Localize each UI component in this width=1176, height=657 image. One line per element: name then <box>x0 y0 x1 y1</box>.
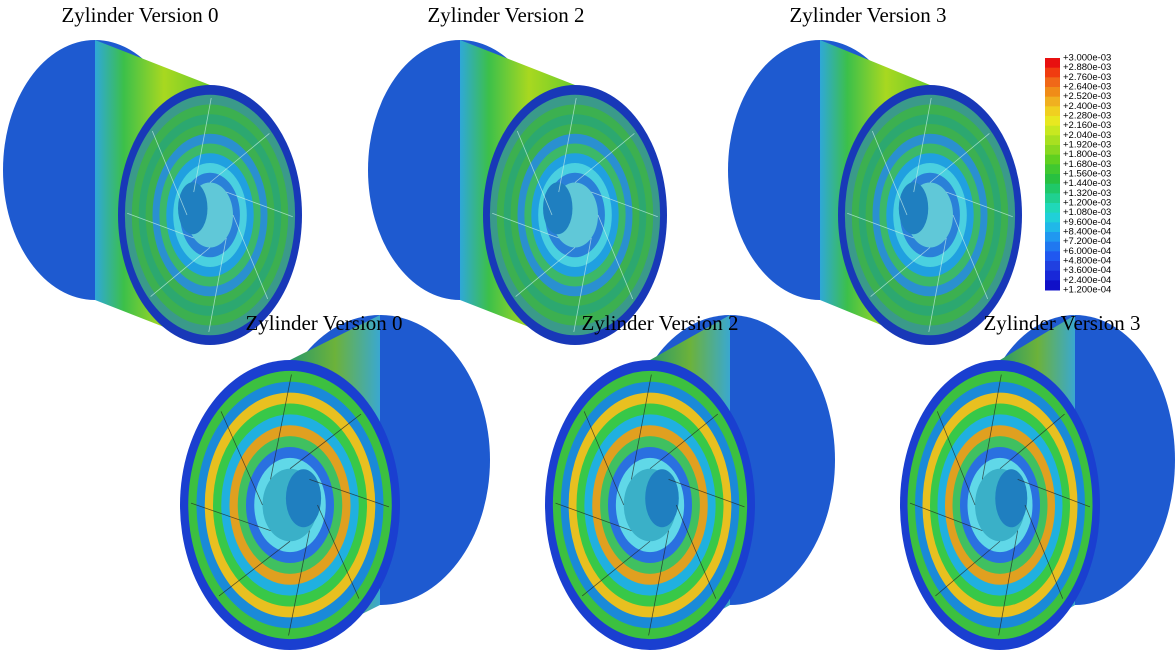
panel <box>728 40 1022 345</box>
legend-swatch <box>1045 77 1060 87</box>
panel <box>368 40 667 345</box>
panel-title: Zylinder Version 2 <box>427 3 584 27</box>
legend-swatch <box>1045 68 1060 78</box>
legend-swatch <box>1045 213 1060 223</box>
hub-hole <box>899 182 928 234</box>
hub-hole <box>995 469 1027 527</box>
legend-swatch <box>1045 116 1060 126</box>
legend-swatch <box>1045 174 1060 184</box>
hub-hole <box>645 469 679 527</box>
legend-swatch <box>1045 203 1060 213</box>
panel <box>180 315 490 650</box>
legend-swatch <box>1045 164 1060 174</box>
legend-swatch <box>1045 261 1060 271</box>
legend-swatch <box>1045 97 1060 107</box>
legend-swatch <box>1045 135 1060 145</box>
legend-swatch <box>1045 106 1060 116</box>
legend-swatch <box>1045 145 1060 155</box>
legend-swatch <box>1045 280 1060 290</box>
legend-label: +1.200e-04 <box>1063 285 1111 296</box>
legend-swatch <box>1045 155 1060 165</box>
legend-swatch <box>1045 193 1060 203</box>
panel-title: Zylinder Version 0 <box>245 311 402 335</box>
legend-swatch <box>1045 184 1060 194</box>
panel-title: Zylinder Version 0 <box>61 3 218 27</box>
panel <box>545 315 835 650</box>
hub-hole <box>178 182 207 234</box>
legend-swatch <box>1045 251 1060 261</box>
panel <box>900 315 1175 650</box>
legend-swatch <box>1045 222 1060 232</box>
legend-swatch <box>1045 232 1060 242</box>
legend-swatch <box>1045 58 1060 68</box>
legend-swatch <box>1045 126 1060 136</box>
panel <box>3 40 302 345</box>
hub-hole <box>543 182 572 234</box>
panel-title: Zylinder Version 2 <box>581 311 738 335</box>
panel-title: Zylinder Version 3 <box>983 311 1140 335</box>
panel-title: Zylinder Version 3 <box>789 3 946 27</box>
legend-swatch <box>1045 271 1060 281</box>
legend-swatch <box>1045 87 1060 97</box>
legend-swatch <box>1045 242 1060 252</box>
figure: Zylinder Version 0 Zylinder Version 2 Zyli… <box>0 0 1176 657</box>
hub-hole <box>286 469 321 527</box>
